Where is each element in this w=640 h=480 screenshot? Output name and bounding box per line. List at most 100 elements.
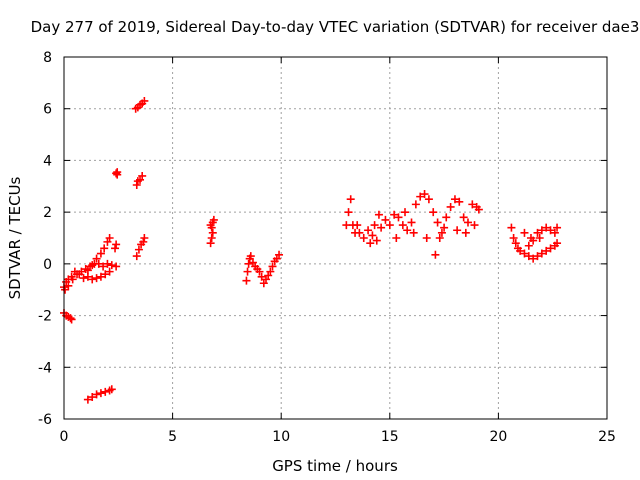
- data-point-near-6-8h: [209, 215, 218, 224]
- data-point-noon-band: [366, 239, 375, 248]
- data-point-noon-band: [394, 213, 403, 222]
- y-tick-label: -4: [38, 360, 52, 376]
- data-point-early-rise: [105, 234, 114, 242]
- x-tick-label: 0: [60, 429, 69, 445]
- data-point-near-3-5h: [134, 245, 143, 254]
- data-point-near-8-9h: [266, 267, 275, 276]
- data-point-early-arc-high: [68, 275, 77, 284]
- data-point-evening-band: [553, 223, 562, 232]
- data-point-noon-band: [355, 228, 364, 237]
- data-point-noon-band: [435, 234, 444, 242]
- y-tick-label: 0: [43, 257, 52, 273]
- x-tick-label: 10: [272, 429, 290, 445]
- data-point-noon-band: [431, 250, 440, 259]
- data-point-near-8-9h: [243, 267, 252, 276]
- data-point-noon-band: [368, 231, 377, 240]
- data-point-noon-band: [422, 234, 431, 242]
- data-point-evening-band: [546, 226, 555, 235]
- data-point-noon-band: [446, 202, 455, 211]
- data-point-noon-band: [385, 221, 394, 230]
- data-point-near-3-5h: [140, 234, 149, 242]
- data-point-noon-band: [468, 200, 477, 209]
- data-point-evening-band: [533, 228, 542, 237]
- data-point-early-arc-high: [77, 267, 86, 276]
- data-point-evening-band: [524, 241, 533, 250]
- data-point-early-arc-low: [101, 270, 110, 279]
- data-point-early-arc-low: [79, 274, 88, 283]
- data-point-near-6-8h: [206, 239, 215, 248]
- data-point-noon-band: [346, 195, 355, 204]
- data-point-noon-band: [463, 218, 472, 227]
- data-point-noon-band: [364, 226, 373, 235]
- data-point-evening-band: [550, 228, 559, 237]
- data-point-noon-band: [440, 223, 449, 232]
- data-point-early-arc-low: [105, 267, 114, 276]
- data-point-noon-band: [470, 221, 479, 230]
- data-point-early-arc-high: [112, 262, 121, 271]
- data-point-low-segment: [88, 393, 97, 402]
- data-point-early-arc-high: [99, 262, 108, 271]
- data-point-noon-band: [461, 228, 470, 237]
- data-point-evening-band: [520, 249, 529, 258]
- data-point-evening-band: [537, 249, 546, 258]
- data-point-evening-band: [542, 223, 551, 232]
- data-point-low-segment: [96, 389, 105, 398]
- data-point-evening-band: [516, 246, 525, 255]
- x-axis-title: GPS time / hours: [272, 457, 398, 475]
- data-point-near-3-5h: [132, 180, 141, 189]
- data-point-near-3-5h: [139, 237, 148, 246]
- x-tick-label: 15: [381, 429, 399, 445]
- data-point-noon-band: [442, 213, 451, 222]
- data-point-early-rise: [96, 249, 105, 258]
- data-point-near-8-9h: [255, 267, 264, 276]
- y-tick-label: -6: [38, 412, 52, 428]
- data-point-noon-band: [416, 192, 425, 201]
- x-tick-label: 20: [489, 429, 507, 445]
- data-point-near-2-5h: [111, 244, 120, 253]
- data-point-low-segment: [101, 387, 110, 396]
- y-tick-label: 2: [43, 205, 52, 221]
- data-point-noon-band: [359, 234, 368, 242]
- data-point-noon-band: [424, 195, 433, 204]
- data-point-noon-band: [437, 228, 446, 237]
- x-tick-label: 25: [598, 429, 616, 445]
- data-point-noon-band: [474, 205, 483, 214]
- data-point-noon-band: [450, 195, 459, 204]
- data-point-early-rise: [92, 254, 101, 263]
- data-point-early-arc-high: [103, 259, 112, 268]
- data-point-evening-band: [529, 254, 538, 263]
- data-point-noon-band: [353, 221, 362, 230]
- data-point-low-segment: [92, 390, 101, 399]
- data-point-noon-band: [459, 213, 468, 222]
- data-point-noon-band: [455, 197, 464, 206]
- tick-labels: 0 5 10 15 20 25 -6 -4 -2 0 2 4 6 8: [38, 50, 616, 445]
- data-point-noon-band: [392, 234, 401, 242]
- grid-lines: [64, 57, 607, 419]
- data-point-early-rise: [88, 261, 97, 270]
- data-point-near-8-9h: [244, 259, 253, 268]
- y-axis-title: SDTVAR / TECUs: [6, 176, 24, 299]
- data-point-early-arc-low: [88, 275, 97, 284]
- data-point-near-3-5h: [138, 171, 147, 180]
- data-point-near-6-8h: [208, 228, 217, 237]
- data-point-high-peak: [140, 96, 149, 105]
- data-point-low-segment: [83, 395, 92, 404]
- data-point-evening-band: [511, 239, 520, 248]
- x-tick-label: 5: [168, 429, 177, 445]
- data-point-noon-band: [398, 221, 407, 230]
- data-point-evening-band: [526, 234, 535, 242]
- data-point-evening-band: [507, 223, 516, 232]
- data-point-early-rise: [83, 266, 92, 275]
- data-point-noon-band: [374, 210, 383, 219]
- data-point-near-3-5h: [132, 252, 141, 261]
- data-point-noon-band: [420, 190, 429, 199]
- chart-title: Day 277 of 2019, Sidereal Day-to-day VTE…: [31, 18, 640, 36]
- data-point-evening-band: [533, 252, 542, 261]
- data-point-near-2-5h: [112, 240, 121, 249]
- data-point-evening-band: [546, 244, 555, 253]
- data-point-near-8-9h: [268, 262, 277, 271]
- data-point-near-2-5h: [113, 168, 122, 177]
- data-point-noon-band: [344, 208, 353, 217]
- data-point-evening-band: [509, 234, 518, 242]
- data-point-evening-band: [524, 252, 533, 261]
